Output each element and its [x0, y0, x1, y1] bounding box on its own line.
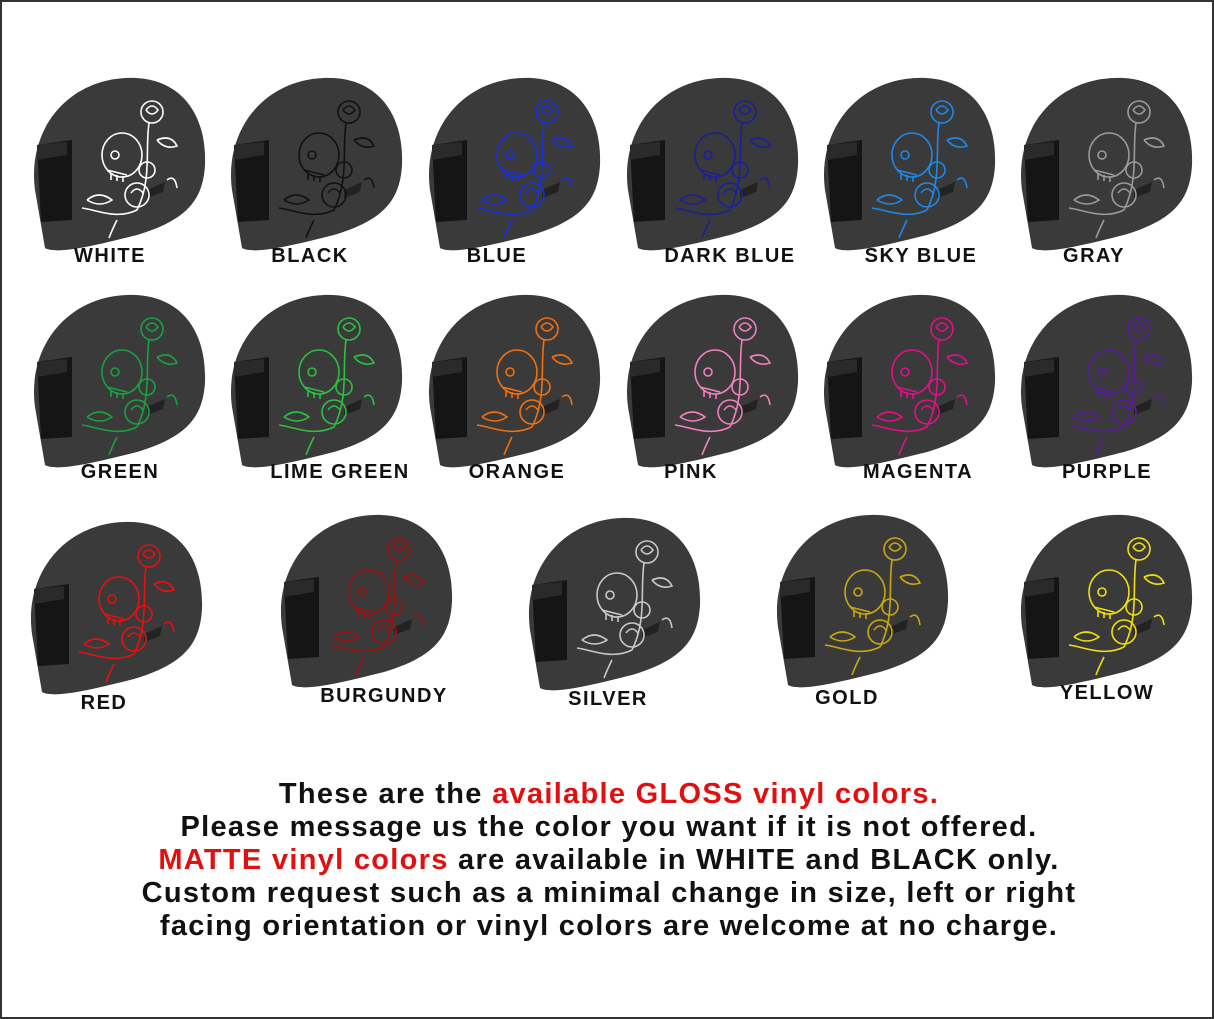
helmet-icon: [823, 294, 996, 468]
helmet-icon: [230, 294, 403, 468]
helmet-icon: [428, 294, 601, 468]
helmet-icon: [1020, 77, 1193, 251]
skull-rose-decal-icon: [674, 317, 772, 456]
skull-rose-decal-icon: [674, 100, 772, 239]
color-label: ORANGE: [468, 461, 566, 483]
helmet-icon: [33, 77, 206, 251]
helmet-swatch: [1014, 70, 1212, 285]
helmet-icon: [33, 294, 206, 468]
helmet-swatch: [422, 287, 622, 502]
skull-rose-decal-icon: [278, 100, 376, 239]
color-label: SKY BLUE: [864, 245, 978, 267]
helmet-swatch: [770, 507, 970, 722]
helmet-swatch: [620, 287, 820, 502]
helmet-swatch: [27, 287, 227, 502]
skull-rose-decal-icon: [871, 100, 969, 239]
color-label: MAGENTA: [862, 461, 974, 483]
helmet-swatch: [817, 70, 1017, 285]
skull-rose-decal-icon: [1068, 100, 1166, 239]
color-label: GREEN: [80, 461, 160, 483]
helmet-swatch: [422, 70, 622, 285]
helmet-icon: [428, 77, 601, 251]
notes-text: These are the available GLOSS vinyl colo…: [2, 778, 1212, 943]
skull-rose-decal-icon: [81, 100, 179, 239]
skull-rose-decal-icon: [871, 317, 969, 456]
helmet-icon: [1020, 294, 1193, 468]
color-label: BLACK: [271, 245, 349, 267]
note-line-5: facing orientation or vinyl colors are w…: [159, 910, 1059, 942]
helmet-swatch: [274, 507, 474, 722]
helmet-swatch: [817, 287, 1017, 502]
skull-rose-decal-icon: [78, 544, 176, 683]
skull-rose-decal-icon: [278, 317, 376, 456]
skull-rose-decal-icon: [328, 537, 426, 676]
color-label: PINK: [664, 461, 718, 483]
skull-rose-decal-icon: [576, 540, 674, 679]
helmet-swatch: [224, 70, 424, 285]
helmet-icon: [776, 514, 949, 688]
note-line-4: Custom request such as a minimal change …: [141, 877, 1077, 909]
helmet-swatch: [1014, 287, 1212, 502]
color-label: DARK BLUE: [664, 245, 796, 267]
helmet-swatch: [1014, 507, 1212, 722]
helmet-icon: [528, 517, 701, 691]
skull-rose-decal-icon: [81, 317, 179, 456]
matte-highlight: MATTE vinyl colors: [158, 844, 449, 876]
helmet-icon: [280, 514, 453, 688]
color-label: GRAY: [1063, 245, 1125, 267]
helmet-swatch: [522, 510, 722, 725]
color-label: WHITE: [74, 245, 146, 267]
helmet-icon: [1020, 514, 1193, 688]
note-line-1: These are the available GLOSS vinyl colo…: [2, 778, 1212, 811]
helmet-swatch: [27, 70, 227, 285]
color-label: GOLD: [815, 687, 879, 709]
color-label: PURPLE: [1061, 461, 1153, 483]
helmet-swatch: [24, 514, 224, 729]
color-label: YELLOW: [1059, 682, 1155, 704]
skull-rose-decal-icon: [1068, 317, 1166, 456]
note-line-3-text: are available in WHITE and BLACK only.: [448, 844, 1060, 876]
helmet-swatch: [224, 287, 424, 502]
color-label: BURGUNDY: [320, 685, 448, 707]
helmet-icon: [626, 294, 799, 468]
helmet-icon: [823, 77, 996, 251]
note-line-1-text: These are the: [278, 778, 493, 810]
gloss-highlight: available GLOSS vinyl colors.: [492, 778, 940, 810]
skull-rose-decal-icon: [1068, 537, 1166, 676]
skull-rose-decal-icon: [476, 100, 574, 239]
helmet-icon: [230, 77, 403, 251]
note-line-2: Please message us the color you want if …: [180, 811, 1038, 843]
helmet-icon: [30, 521, 203, 695]
helmet-icon: [626, 77, 799, 251]
color-label: RED: [80, 692, 128, 714]
color-label: LIME GREEN: [270, 461, 410, 483]
skull-rose-decal-icon: [476, 317, 574, 456]
color-label: SILVER: [568, 688, 648, 710]
skull-rose-decal-icon: [824, 537, 922, 676]
note-line-3: MATTE vinyl colors are available in WHIT…: [2, 844, 1212, 877]
helmet-swatch: [620, 70, 820, 285]
color-label: BLUE: [466, 245, 528, 267]
